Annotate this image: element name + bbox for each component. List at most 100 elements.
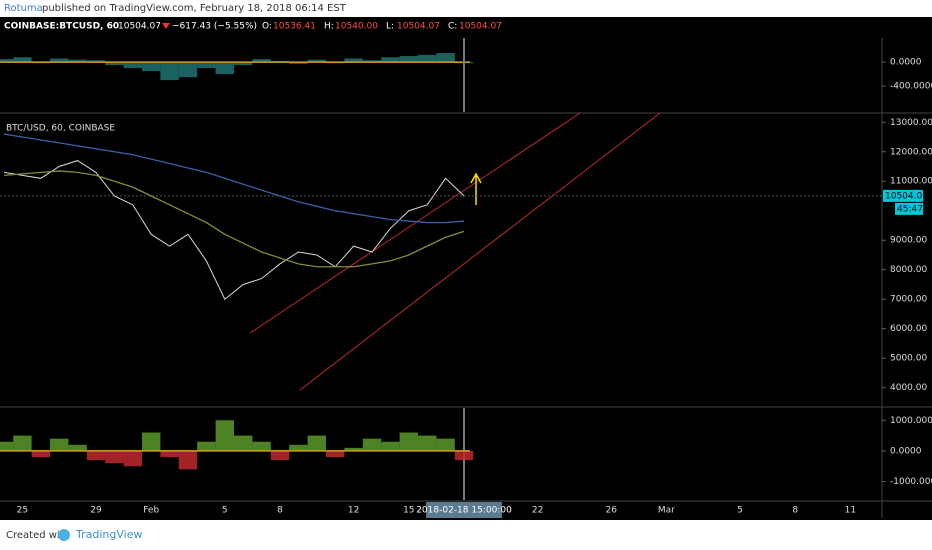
x-tick-label: 8: [277, 506, 283, 516]
bar: [31, 450, 50, 458]
bar: [13, 435, 32, 451]
y-tick-label: 0.0000: [890, 446, 922, 456]
y-tick-label: 13000.00: [890, 118, 932, 128]
bar: [123, 450, 142, 467]
bar: [344, 447, 363, 451]
x-tick-label: 5: [222, 506, 228, 516]
bar: [142, 432, 161, 451]
crosshair-box: [426, 502, 502, 518]
price-line: [3, 160, 465, 301]
down-arrow: [162, 23, 170, 29]
countdown-box: [895, 202, 923, 215]
bar: [160, 450, 179, 458]
bar: [178, 62, 198, 78]
x-tick-label: 15: [403, 506, 414, 516]
symbol-price: 10504.07: [118, 22, 161, 32]
bar: [197, 441, 216, 451]
bar: [68, 59, 87, 63]
countdown: 45:47: [897, 204, 923, 214]
bar: [13, 57, 32, 63]
x-tick-label: 26: [605, 506, 617, 516]
bar: [0, 59, 14, 63]
bar: [344, 58, 363, 63]
x-tick-label: 5: [737, 506, 743, 516]
bar: [0, 441, 14, 451]
ohlc-value: 10536.41: [273, 22, 316, 32]
bar: [436, 438, 455, 451]
bar: [418, 54, 437, 63]
y-tick-label: 1000.0000: [890, 416, 932, 426]
last-value: 10504.07: [885, 191, 928, 201]
bar: [418, 435, 437, 451]
last-box: [883, 189, 923, 202]
ohlc-value: 10504.07: [459, 22, 502, 32]
y-tick-label: 6000.00: [890, 324, 927, 334]
bar: [289, 62, 308, 64]
y-tick-label: 12000.00: [890, 147, 932, 157]
bar: [68, 444, 87, 451]
ohlc-label: O:: [262, 22, 272, 32]
x-tick-label: 25: [17, 506, 28, 516]
bar: [50, 438, 69, 451]
bar: [307, 59, 326, 63]
bar: [381, 441, 400, 451]
y-tick-label: -400.0000: [890, 82, 932, 92]
y-tick-label: 5000.00: [890, 354, 927, 364]
bar: [142, 62, 161, 72]
ohlc-value: 10540.00: [335, 22, 378, 32]
published: published on TradingView.com, February 1…: [42, 3, 347, 14]
bar: [178, 450, 198, 470]
bar: [86, 450, 106, 461]
y-tick-label: 9000.00: [890, 236, 927, 246]
price-line: [3, 133, 465, 224]
footer-bg: [0, 520, 932, 550]
bar: [215, 62, 234, 75]
bar: [307, 435, 326, 451]
bar: [234, 62, 253, 66]
x-tick-label: 11: [845, 506, 856, 516]
x-tick-label: 29: [90, 506, 102, 516]
price-line: [3, 170, 465, 268]
footer-brand[interactable]: TradingView: [75, 528, 142, 541]
symbol: COINBASE:BTCUSD, 60: [4, 22, 119, 32]
bar: [326, 450, 345, 458]
panel-title: BTC/USD, 60, COINBASE: [6, 124, 115, 134]
bar: [215, 420, 234, 451]
bar: [252, 59, 271, 63]
bar: [399, 432, 418, 451]
ohlc-label: C:: [448, 22, 457, 32]
y-tick-label: 8000.00: [890, 265, 927, 275]
bar: [362, 438, 382, 451]
x-tick-label: Feb: [143, 506, 159, 516]
chart-bg: [0, 17, 932, 520]
y-tick-label: 11000.00: [890, 177, 932, 187]
ohlc-label: H:: [324, 22, 334, 32]
bar: [105, 450, 124, 464]
author[interactable]: Rotuma: [4, 3, 43, 14]
bar: [454, 450, 474, 461]
x-tick-label: 8: [792, 506, 798, 516]
bar: [86, 60, 106, 63]
ohlc-label: L:: [386, 22, 394, 32]
symbol-change: −617.43 (−5.55%): [172, 22, 257, 32]
y-tick-label: 7000.00: [890, 295, 927, 305]
channel-line: [249, 112, 581, 334]
bar: [50, 58, 69, 63]
footer-text: Created with: [6, 530, 70, 541]
bar: [270, 450, 290, 461]
ohlc-value: 10504.07: [397, 22, 440, 32]
x-tick-label: 12: [348, 506, 359, 516]
bar: [436, 53, 455, 63]
y-tick-label: 0.0000: [890, 58, 922, 68]
y-tick-label: -1000.0000: [890, 477, 932, 487]
bar: [105, 62, 124, 66]
bar: [197, 62, 216, 69]
bar: [289, 444, 308, 451]
bar: [362, 60, 382, 63]
channel-line: [299, 112, 661, 391]
bar: [234, 435, 253, 451]
crosshair-label: 2018-02-18 15:00:00: [416, 506, 512, 516]
bar: [381, 57, 400, 63]
x-tick-label: 22: [532, 506, 543, 516]
